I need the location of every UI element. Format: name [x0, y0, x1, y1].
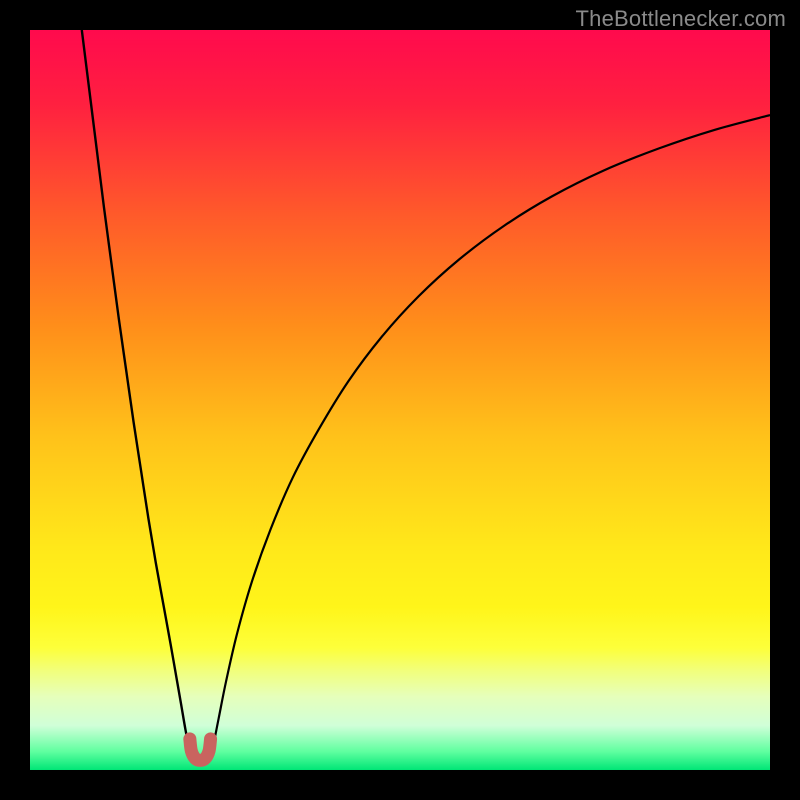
bottleneck-chart-svg — [30, 30, 770, 770]
watermark-text: TheBottlenecker.com — [576, 6, 786, 32]
chart-area — [30, 30, 770, 770]
gradient-background — [30, 30, 770, 770]
